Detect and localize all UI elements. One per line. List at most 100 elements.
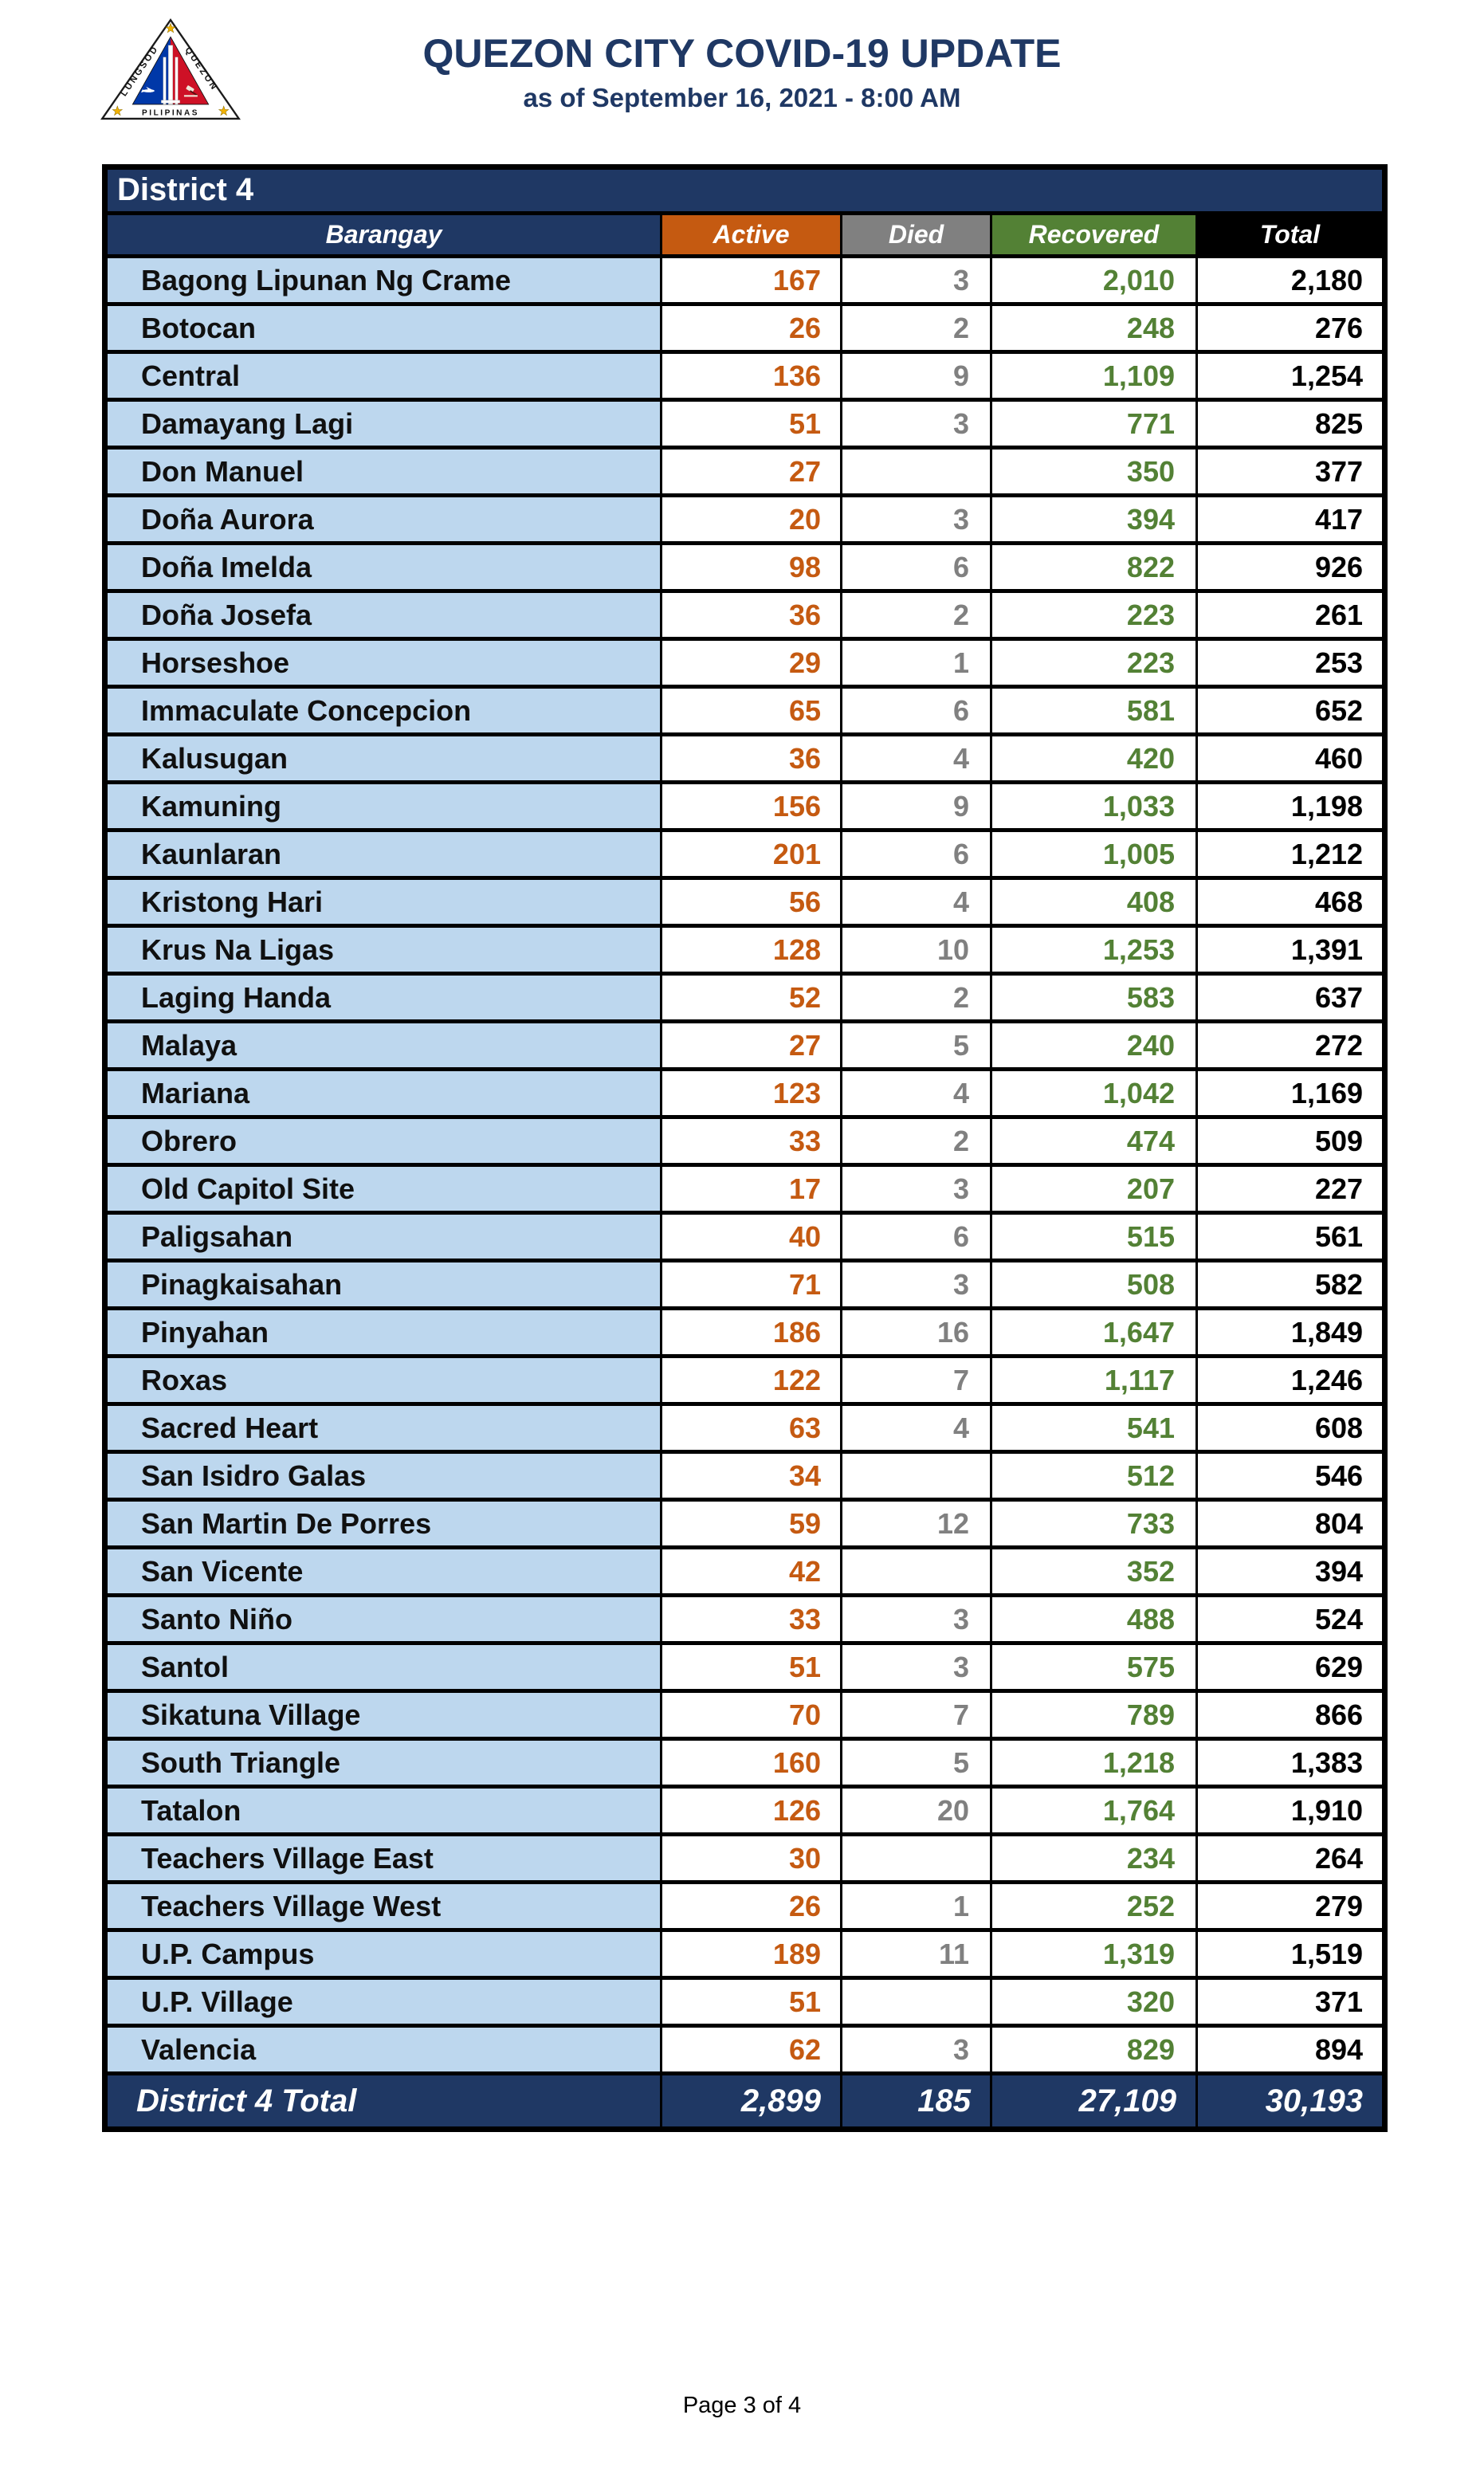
died-count-cell: 6 — [840, 1211, 992, 1262]
total-count-cell: 468 — [1195, 876, 1387, 928]
total-count-cell: 926 — [1195, 541, 1387, 593]
died-count-cell — [840, 1545, 992, 1597]
total-count-cell: 272 — [1195, 1019, 1387, 1071]
died-count-cell: 4 — [840, 1402, 992, 1454]
recovered-count-cell: 583 — [990, 972, 1198, 1023]
died-count-cell: 3 — [840, 1641, 992, 1693]
died-count-cell — [840, 1450, 992, 1502]
total-count-cell: 377 — [1195, 446, 1387, 497]
column-header-died: Died — [840, 211, 992, 258]
total-count-cell: 561 — [1195, 1211, 1387, 1262]
barangay-name-cell: Malaya — [104, 1019, 662, 1071]
table-row: Pinyahan 186 16 1,647 1,849 — [104, 1306, 1387, 1358]
died-count-cell: 2 — [840, 1115, 992, 1167]
total-count-cell: 1,198 — [1195, 780, 1387, 832]
barangay-name-cell: San Isidro Galas — [104, 1450, 662, 1502]
table-row: Doña Josefa 36 2 223 261 — [104, 589, 1387, 641]
died-count-cell: 3 — [840, 254, 992, 306]
monument-icon — [161, 45, 180, 105]
column-header-barangay: Barangay — [104, 211, 662, 258]
barangay-name-cell: Kaunlaran — [104, 828, 662, 880]
died-count-cell: 10 — [840, 924, 992, 976]
barangay-name-cell: Pinagkaisahan — [104, 1259, 662, 1310]
active-count-cell: 52 — [660, 972, 842, 1023]
airplane-icon — [140, 86, 155, 93]
died-count-cell: 12 — [840, 1498, 992, 1549]
barangay-name-cell: Paligsahan — [104, 1211, 662, 1262]
active-count-cell: 201 — [660, 828, 842, 880]
district-total-total: 30,193 — [1195, 2071, 1387, 2131]
total-count-cell: 582 — [1195, 1259, 1387, 1310]
barangay-name-cell: San Vicente — [104, 1545, 662, 1597]
total-count-cell: 417 — [1195, 493, 1387, 545]
died-count-cell — [840, 1976, 992, 2028]
barangay-name-cell: Doña Imelda — [104, 541, 662, 593]
active-count-cell: 36 — [660, 732, 842, 784]
recovered-count-cell: 2,010 — [990, 254, 1198, 306]
table-row: Santo Niño 33 3 488 524 — [104, 1593, 1387, 1645]
total-count-cell: 608 — [1195, 1402, 1387, 1454]
recovered-count-cell: 829 — [990, 2024, 1198, 2075]
recovered-count-cell: 1,647 — [990, 1306, 1198, 1358]
column-header-row: Barangay Active Died Recovered Total — [104, 211, 1387, 258]
recovered-count-cell: 822 — [990, 541, 1198, 593]
active-count-cell: 26 — [660, 302, 842, 354]
died-count-cell: 9 — [840, 350, 992, 402]
active-count-cell: 27 — [660, 1019, 842, 1071]
table-row: San Vicente 42 352 394 — [104, 1545, 1387, 1597]
died-count-cell: 6 — [840, 541, 992, 593]
barangay-name-cell: Kalusugan — [104, 732, 662, 784]
column-header-total: Total — [1195, 211, 1387, 258]
recovered-count-cell: 508 — [990, 1259, 1198, 1310]
recovered-count-cell: 1,042 — [990, 1067, 1198, 1119]
total-count-cell: 509 — [1195, 1115, 1387, 1167]
total-count-cell: 276 — [1195, 302, 1387, 354]
recovered-count-cell: 223 — [990, 637, 1198, 689]
total-count-cell: 261 — [1195, 589, 1387, 641]
active-count-cell: 51 — [660, 1976, 842, 2028]
total-count-cell: 227 — [1195, 1163, 1387, 1215]
table-row: Sikatuna Village 70 7 789 866 — [104, 1689, 1387, 1741]
table-row: Doña Aurora 20 3 394 417 — [104, 493, 1387, 545]
recovered-count-cell: 1,005 — [990, 828, 1198, 880]
barangay-name-cell: Kristong Hari — [104, 876, 662, 928]
recovered-count-cell: 352 — [990, 1545, 1198, 1597]
died-count-cell: 2 — [840, 589, 992, 641]
recovered-count-cell: 541 — [990, 1402, 1198, 1454]
recovered-count-cell: 733 — [990, 1498, 1198, 1549]
total-count-cell: 637 — [1195, 972, 1387, 1023]
barangay-name-cell: Roxas — [104, 1354, 662, 1406]
active-count-cell: 59 — [660, 1498, 842, 1549]
barangay-name-cell: Teachers Village East — [104, 1832, 662, 1884]
table-row: Valencia 62 3 829 894 — [104, 2024, 1387, 2075]
recovered-count-cell: 394 — [990, 493, 1198, 545]
died-count-cell: 7 — [840, 1354, 992, 1406]
total-count-cell: 1,849 — [1195, 1306, 1387, 1358]
table-row: Old Capitol Site 17 3 207 227 — [104, 1163, 1387, 1215]
total-count-cell: 825 — [1195, 398, 1387, 450]
barangay-name-cell: Sikatuna Village — [104, 1689, 662, 1741]
died-count-cell: 6 — [840, 828, 992, 880]
barangay-name-cell: San Martin De Porres — [104, 1498, 662, 1549]
total-count-cell: 866 — [1195, 1689, 1387, 1741]
recovered-count-cell: 320 — [990, 1976, 1198, 2028]
died-count-cell: 1 — [840, 1880, 992, 1932]
barangay-name-cell: Tatalon — [104, 1785, 662, 1836]
active-count-cell: 42 — [660, 1545, 842, 1597]
died-count-cell: 16 — [840, 1306, 992, 1358]
barangay-name-cell: Pinyahan — [104, 1306, 662, 1358]
barangay-name-cell: Central — [104, 350, 662, 402]
recovered-count-cell: 1,764 — [990, 1785, 1198, 1836]
district-total-died: 185 — [840, 2071, 992, 2131]
total-count-cell: 1,254 — [1195, 350, 1387, 402]
active-count-cell: 51 — [660, 1641, 842, 1693]
recovered-count-cell: 420 — [990, 732, 1198, 784]
died-count-cell: 3 — [840, 1593, 992, 1645]
recovered-count-cell: 515 — [990, 1211, 1198, 1262]
district-total-row: District 4 Total 2,899 185 27,109 30,193 — [104, 2071, 1387, 2131]
active-count-cell: 34 — [660, 1450, 842, 1502]
active-count-cell: 40 — [660, 1211, 842, 1262]
died-count-cell: 11 — [840, 1928, 992, 1980]
recovered-count-cell: 234 — [990, 1832, 1198, 1884]
